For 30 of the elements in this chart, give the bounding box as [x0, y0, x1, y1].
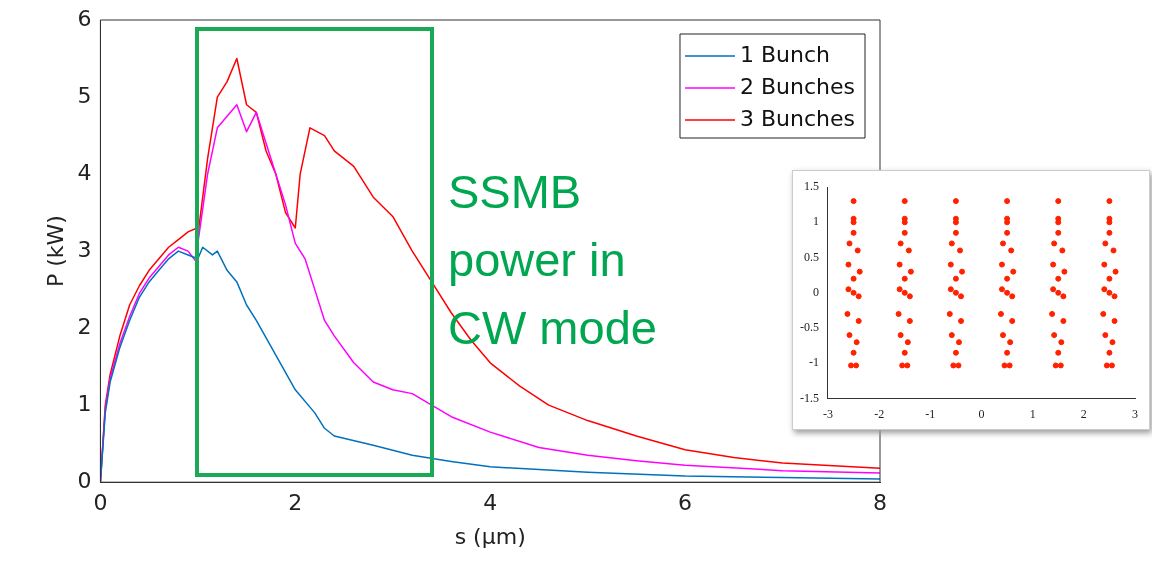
y-tick-label: -1.5 — [800, 390, 819, 405]
y-tick-label: 0 — [77, 467, 92, 493]
y-tick-label: 6 — [77, 5, 92, 31]
x-tick-label: 3 — [1132, 406, 1138, 421]
x-tick-label: 1 — [1029, 406, 1036, 421]
y-tick-label: 2 — [77, 313, 92, 339]
y-tick-label: 1 — [813, 214, 819, 229]
y-axis-title: P (kW) — [42, 215, 68, 288]
y-tick-label: 1.5 — [804, 179, 819, 194]
x-tick-label: 4 — [483, 490, 498, 516]
x-tick-label: 2 — [288, 490, 303, 516]
legend-label: 2 Bunches — [739, 73, 856, 99]
x-tick-label: -3 — [823, 406, 833, 421]
y-tick-label: 0.5 — [804, 249, 819, 264]
x-tick-label: 0 — [978, 406, 985, 421]
x-tick-label: 2 — [1080, 406, 1087, 421]
y-tick-label: 5 — [77, 82, 92, 108]
x-tick-label: -2 — [874, 406, 885, 421]
y-tick-label: -0.5 — [800, 320, 819, 335]
y-tick-label: -1 — [809, 355, 819, 370]
x-axis-title: s (μm) — [454, 523, 526, 549]
y-tick-label: 4 — [77, 159, 92, 185]
legend-label: 1 Bunch — [739, 41, 831, 67]
legend-label: 3 Bunches — [739, 105, 856, 131]
y-tick-label: 0 — [813, 284, 819, 299]
x-tick-label: 6 — [678, 490, 693, 516]
y-tick-label: 3 — [77, 236, 92, 262]
x-tick-label: 8 — [873, 490, 887, 516]
x-tick-label: 0 — [93, 490, 108, 516]
x-tick-label: -1 — [925, 406, 936, 421]
